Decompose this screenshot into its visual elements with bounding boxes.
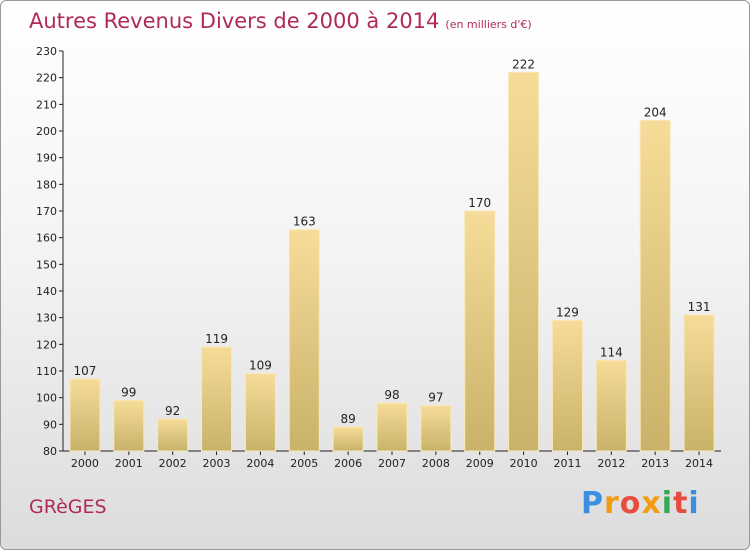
- logo-letter: i: [688, 486, 700, 521]
- bars: 107 99 92 119 109 163 89 98 97 170 222 129 114 204 131: [69, 57, 715, 452]
- bar-2013: [639, 119, 671, 452]
- y-tick-label: 160: [36, 232, 57, 245]
- bar-2014: [683, 314, 715, 452]
- bar-2002: [157, 418, 189, 452]
- bar-value-label: 107: [73, 364, 96, 378]
- bar-value-label: 89: [340, 412, 355, 426]
- logo-letter: t: [673, 486, 689, 521]
- bar-value-label: 98: [384, 388, 399, 402]
- logo-letter: P: [581, 486, 604, 521]
- x-tick-label: 2011: [553, 457, 581, 470]
- x-tick-label: 2000: [71, 457, 99, 470]
- y-tick-label: 120: [36, 338, 57, 351]
- bar-2007: [376, 402, 408, 452]
- logo-letter: o: [619, 486, 642, 521]
- bar-value-label: 119: [205, 332, 228, 346]
- x-tick-label: 2014: [685, 457, 713, 470]
- y-axis: 80 90 100 110 120 130 140 150 160 170 180 190 200 210…: [36, 45, 64, 458]
- bar-2010: [508, 71, 540, 452]
- y-tick-label: 130: [36, 312, 57, 325]
- logo-letter: r: [604, 486, 620, 521]
- bar-2009: [464, 210, 496, 452]
- bar-value-label: 222: [512, 57, 535, 71]
- bar-2008: [420, 405, 452, 452]
- bar-value-label: 109: [249, 359, 272, 373]
- x-tick-label: 2002: [159, 457, 187, 470]
- bar-value-label: 163: [293, 215, 316, 229]
- bar-value-label: 204: [644, 105, 667, 119]
- bar-value-label: 170: [468, 196, 491, 210]
- bar-2004: [244, 373, 276, 452]
- y-tick-label: 90: [43, 418, 57, 431]
- chart-subtitle: (en milliers d'€): [445, 18, 532, 31]
- bar-2006: [332, 426, 364, 452]
- bar-value-label: 129: [556, 305, 579, 319]
- y-tick-label: 190: [36, 152, 57, 165]
- y-tick-label: 170: [36, 205, 57, 218]
- chart-title-text: Autres Revenus Divers de 2000 à 2014: [29, 9, 440, 33]
- bar-2000: [69, 378, 101, 452]
- bar-value-label: 97: [428, 391, 443, 405]
- bar-2011: [551, 319, 583, 452]
- logo-letter: i: [661, 486, 674, 521]
- bar-value-label: 131: [688, 300, 711, 314]
- x-tick-label: 2013: [641, 457, 669, 470]
- y-tick-label: 220: [36, 72, 57, 85]
- y-tick-label: 80: [43, 445, 57, 458]
- bar-2003: [201, 346, 233, 452]
- y-tick-label: 210: [36, 98, 57, 111]
- bar-value-label: 114: [600, 345, 623, 359]
- bar-2005: [288, 229, 320, 452]
- y-tick-label: 100: [36, 392, 57, 405]
- x-tick-label: 2007: [378, 457, 406, 470]
- x-tick-label: 2006: [334, 457, 362, 470]
- bar-value-label: 99: [121, 385, 136, 399]
- place-name: GRèGES: [29, 496, 107, 518]
- y-tick-label: 140: [36, 285, 57, 298]
- x-tick-label: 2003: [203, 457, 231, 470]
- x-tick-label: 2012: [597, 457, 625, 470]
- bar-2012: [595, 359, 627, 452]
- y-tick-label: 110: [36, 365, 57, 378]
- y-tick-label: 180: [36, 178, 57, 191]
- x-tick-label: 2010: [510, 457, 538, 470]
- x-tick-label: 2005: [290, 457, 318, 470]
- logo-letter: x: [641, 486, 662, 521]
- x-tick-label: 2004: [246, 457, 274, 470]
- proxiti-logo[interactable]: Proxiti: [581, 486, 700, 521]
- chart-title: Autres Revenus Divers de 2000 à 2014 (en …: [29, 9, 532, 33]
- bar-2001: [113, 399, 145, 452]
- y-tick-label: 200: [36, 125, 57, 138]
- x-tick-label: 2009: [466, 457, 494, 470]
- x-axis: 2000 2001 2002 2003 2004 2005 2006 2007 2008 2009…: [63, 450, 721, 470]
- bar-value-label: 92: [165, 404, 180, 418]
- y-tick-label: 150: [36, 258, 57, 271]
- x-tick-label: 2001: [115, 457, 143, 470]
- y-tick-label: 230: [36, 45, 57, 58]
- x-tick-label: 2008: [422, 457, 450, 470]
